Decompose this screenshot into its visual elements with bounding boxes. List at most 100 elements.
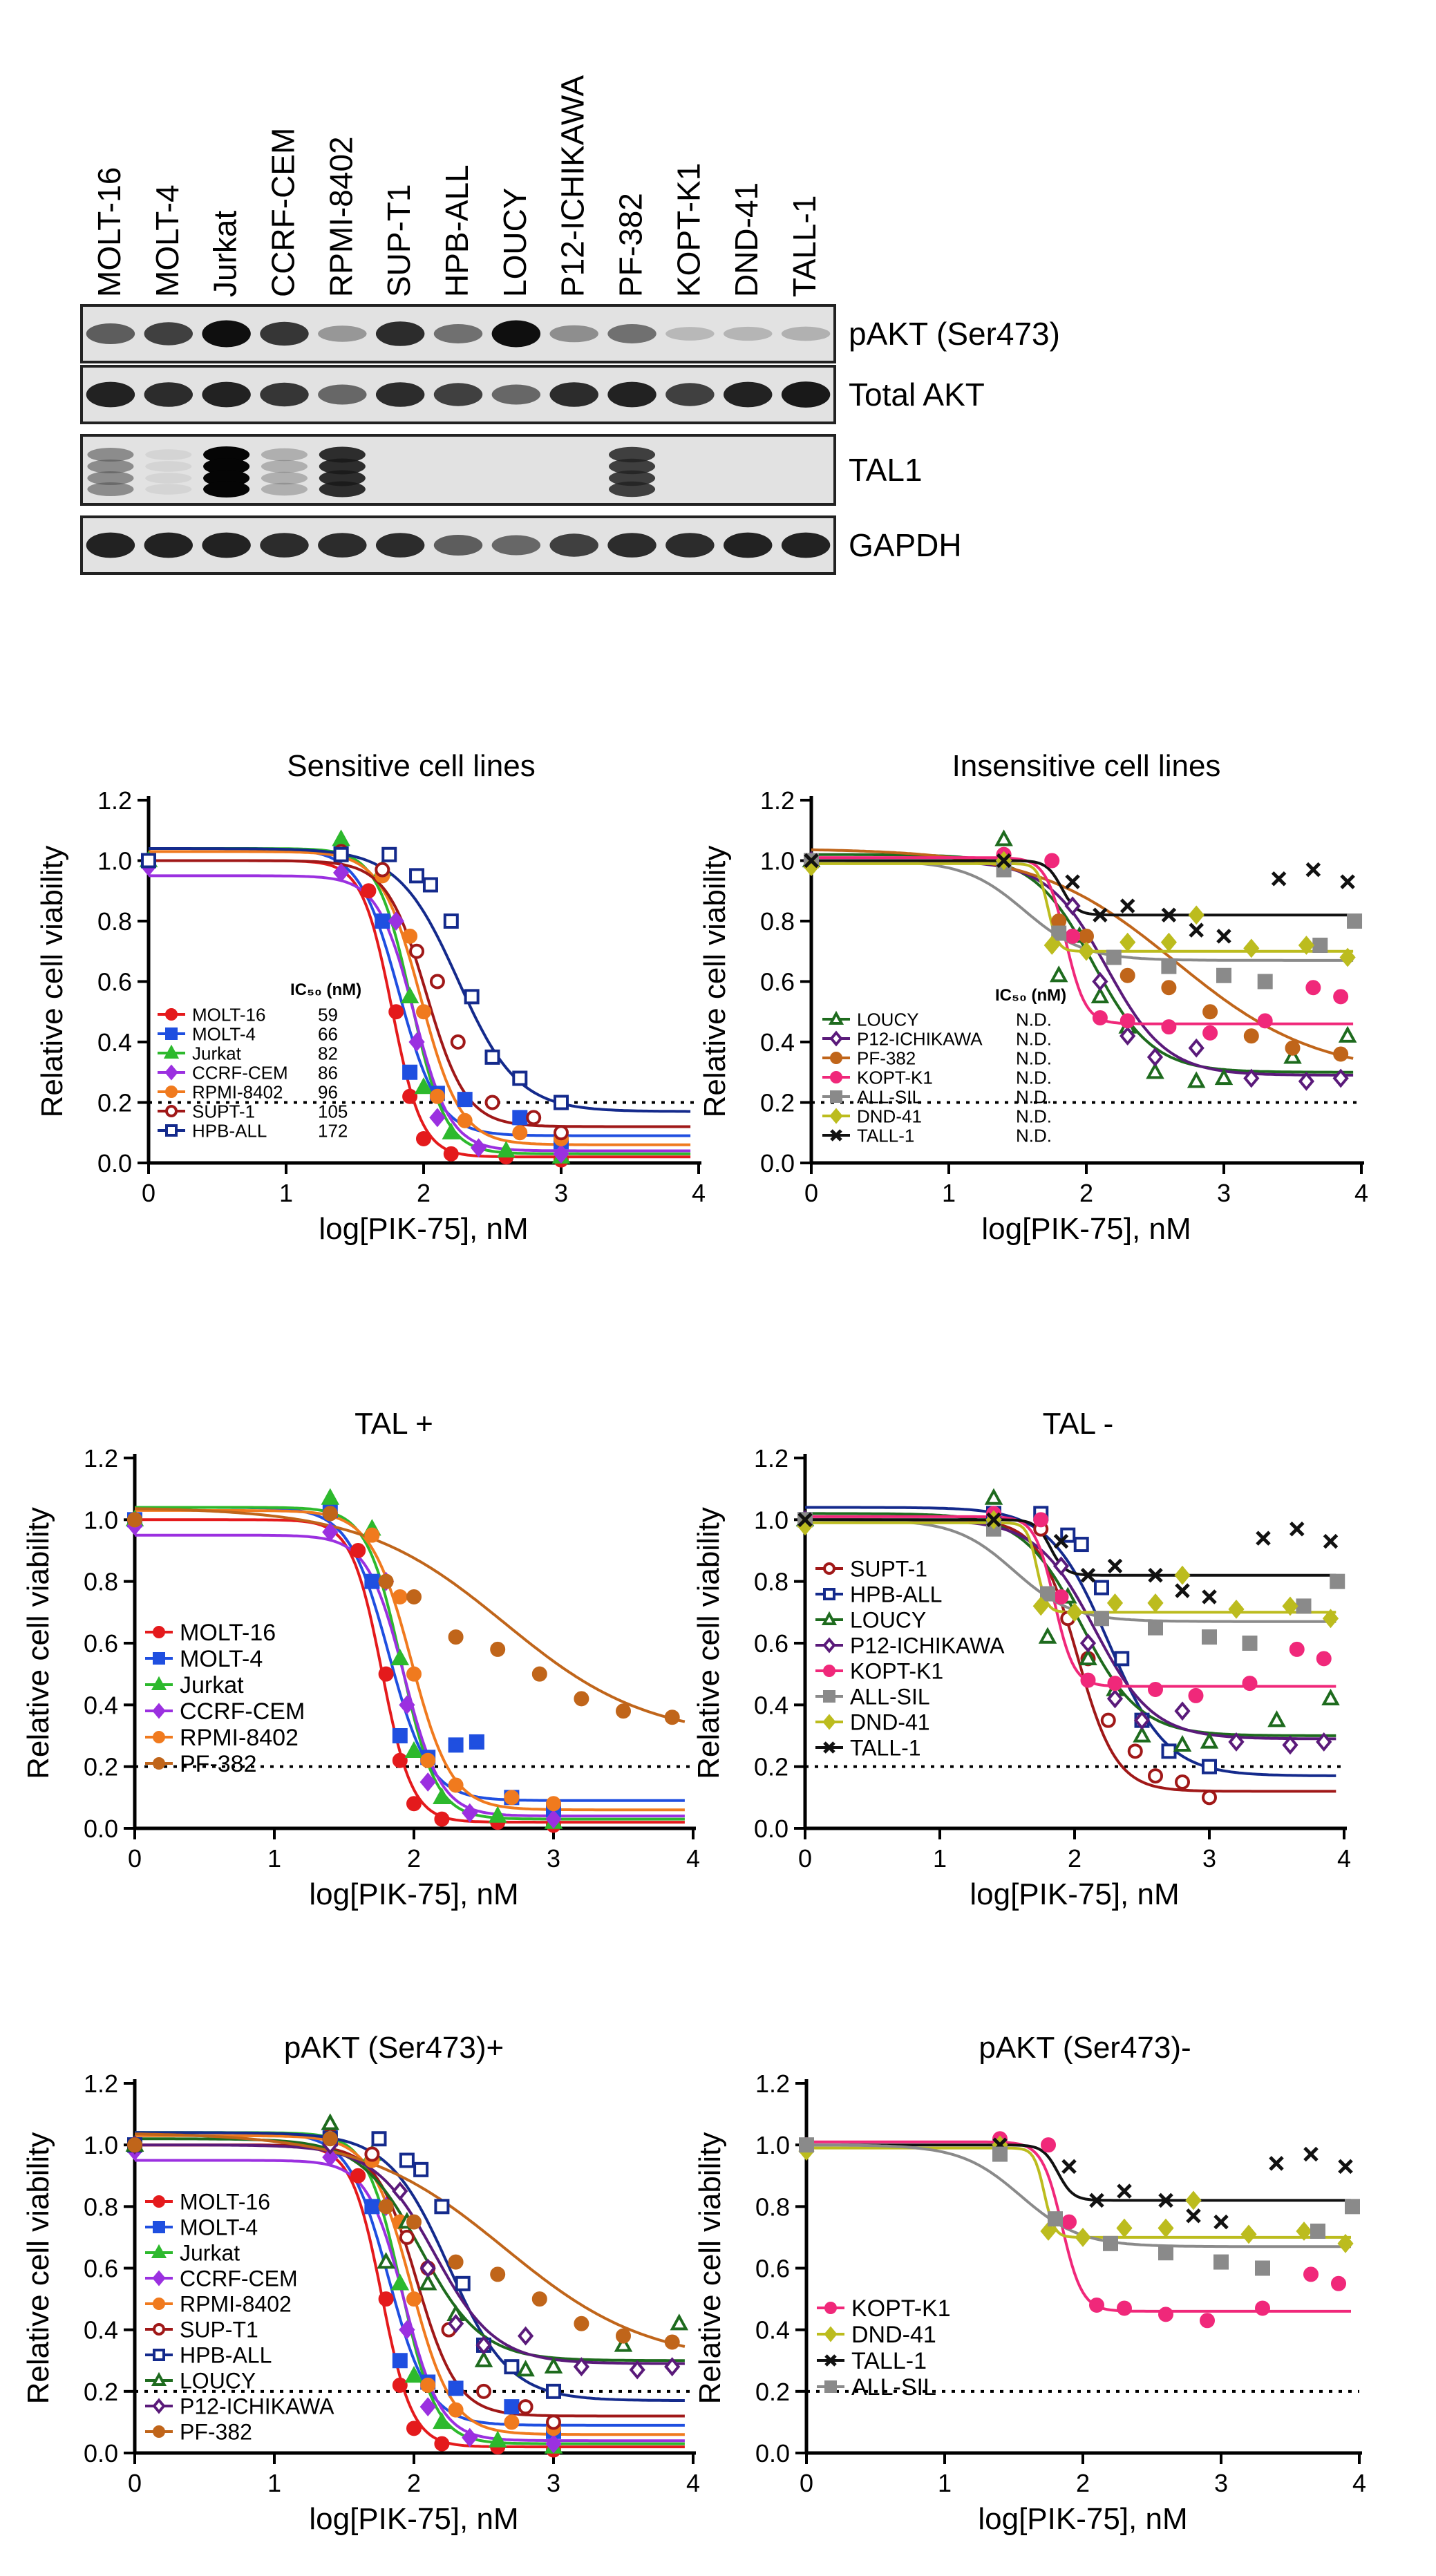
fit-curve: [135, 2131, 685, 2402]
data-point: [390, 1648, 410, 1665]
data-point: [404, 1741, 424, 1758]
data-point: [670, 2313, 689, 2331]
x-tick-label: 3: [1202, 1844, 1216, 1873]
data-point: [127, 1512, 142, 1528]
data-point: [433, 1787, 451, 1804]
x-tick-label: 2: [417, 1179, 431, 1207]
data-point: [399, 1695, 415, 1715]
legend-ic50: N.D.: [1016, 1106, 1052, 1126]
data-point: [1347, 913, 1363, 929]
data-point: [1213, 2254, 1229, 2270]
data-point: [1094, 1580, 1109, 1595]
data-point: [497, 1140, 516, 1158]
blot-band: [491, 320, 541, 348]
blot-band: [609, 470, 656, 486]
y-tick-label: 0.0: [755, 2439, 790, 2468]
data-point: [322, 2131, 338, 2147]
legend-label: MOLT-4: [180, 2215, 258, 2240]
data-point: [1043, 936, 1060, 955]
blot-band: [318, 384, 367, 405]
data-point: [414, 1077, 433, 1095]
legend-marker: [153, 1757, 165, 1770]
data-point: [1339, 947, 1356, 967]
data-point: [1174, 1701, 1191, 1721]
data-point: [992, 2146, 1008, 2162]
legend-label: KOPT-K1: [857, 1067, 933, 1088]
legend-ic50: 82: [318, 1043, 338, 1063]
data-point: [504, 2414, 520, 2430]
legend-label: KOPT-K1: [851, 2295, 951, 2322]
data-point: [1305, 862, 1321, 878]
x-tick-label: 0: [798, 1844, 812, 1873]
y-tick-label: 1.0: [760, 847, 795, 875]
data-point: [1242, 1636, 1258, 1651]
fit-curve: [135, 2137, 685, 2362]
blot-band: [433, 324, 483, 343]
data-point: [322, 1506, 338, 1522]
data-point: [512, 1110, 528, 1126]
data-point: [1158, 2193, 1173, 2208]
data-point: [1092, 1010, 1108, 1025]
data-point: [1106, 1689, 1124, 1709]
legend-label: KOPT-K1: [850, 1659, 943, 1684]
data-point: [448, 1629, 464, 1645]
x-tick-label: 0: [142, 1179, 155, 1207]
data-point: [381, 846, 397, 862]
data-point: [1228, 1732, 1245, 1752]
y-tick-label: 1.2: [84, 1444, 118, 1472]
data-point: [1256, 1531, 1271, 1546]
legend-marker: [165, 1027, 178, 1040]
data-point: [392, 1589, 408, 1604]
y-tick-label: 1.0: [84, 2131, 118, 2159]
data-point: [408, 1032, 425, 1052]
data-point: [546, 1796, 561, 1812]
chart-panel: Insensitive cell lines 0.0 0.2 0.4 0.6 0.8 1.0…: [698, 749, 1368, 1246]
data-point: [399, 2229, 415, 2245]
x-tick-label: 4: [1352, 2469, 1366, 2497]
legend-marker: [164, 1064, 178, 1081]
lane-label: RPMI-8402: [323, 136, 359, 297]
data-point: [996, 853, 1012, 869]
fit-curve: [805, 1512, 1336, 1737]
y-axis-label: Relative cell viability: [698, 846, 732, 1118]
blot-band: [261, 448, 308, 462]
y-tick-label: 0.4: [84, 1691, 118, 1719]
data-point: [1186, 2208, 1201, 2224]
data-point: [1202, 1759, 1217, 1774]
data-point: [409, 868, 425, 884]
data-point: [448, 2402, 464, 2418]
data-point: [1119, 1026, 1136, 1046]
legend-label: Jurkat: [180, 2241, 240, 2266]
legend-marker: [824, 2326, 838, 2342]
data-point: [1285, 1040, 1301, 1056]
legend-marker: [165, 1008, 178, 1021]
data-point: [1075, 2227, 1091, 2247]
data-point: [488, 2430, 507, 2447]
data-point: [404, 2366, 424, 2383]
x-axis-label: log[PIK-75], nM: [319, 1212, 528, 1246]
data-point: [350, 2168, 366, 2184]
data-point: [1243, 938, 1260, 958]
data-point: [1161, 1019, 1177, 1035]
y-tick-label: 0.2: [84, 2378, 118, 2406]
data-point: [434, 1811, 450, 1827]
legend-ic50: N.D.: [1016, 1125, 1052, 1146]
data-point: [434, 2436, 450, 2452]
western-blot: MOLT-16 MOLT-4 Jurkat CCRF-CEM RPMI-8402 SUP-…: [80, 75, 1060, 575]
data-point: [804, 853, 819, 869]
legend-label: DND-41: [850, 1710, 930, 1735]
data-point: [516, 2360, 535, 2377]
x-axis-label: log[PIK-75], nM: [981, 1212, 1191, 1246]
data-point: [141, 853, 156, 869]
data-point: [994, 829, 1013, 846]
data-point: [1048, 2211, 1063, 2227]
data-point: [406, 2291, 422, 2307]
y-tick-label: 1.0: [755, 2131, 790, 2159]
x-tick-label: 3: [1217, 1179, 1231, 1207]
data-point: [442, 1122, 461, 1139]
data-point: [1052, 1556, 1070, 1576]
data-point: [1148, 1567, 1163, 1583]
legend-label: DND-41: [851, 2322, 936, 2348]
chart-panel: TAL + 0.0 0.2 0.4 0.6 0.8 1.0 1.2 0 1 2 3 4 log[PIK-7…: [21, 1407, 700, 1911]
y-tick-label: 1.2: [754, 1444, 788, 1472]
